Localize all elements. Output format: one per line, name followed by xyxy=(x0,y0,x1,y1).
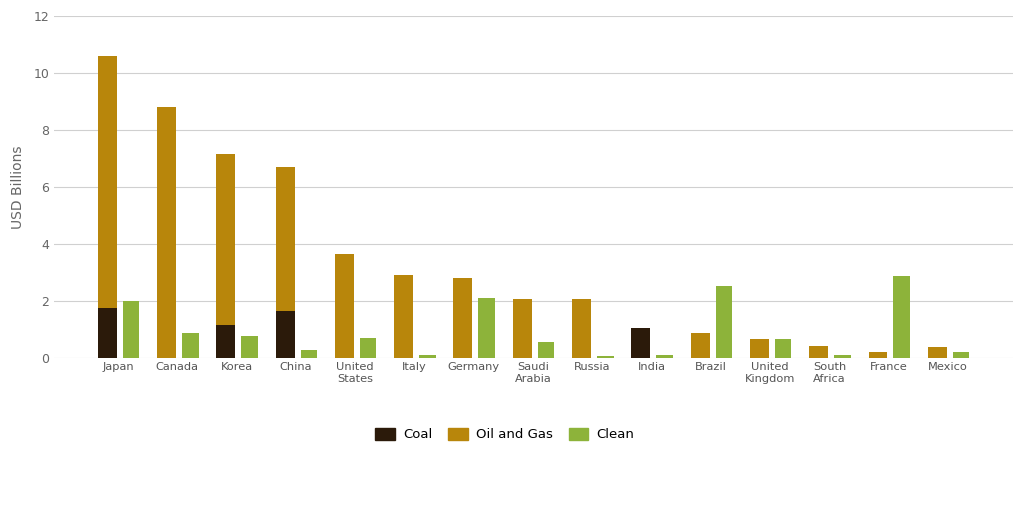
Legend: Coal, Oil and Gas, Clean: Coal, Oil and Gas, Clean xyxy=(370,423,639,447)
Bar xyxy=(572,299,591,358)
Bar xyxy=(952,353,970,358)
Bar xyxy=(300,351,317,358)
Bar xyxy=(478,298,495,358)
Bar xyxy=(216,154,236,358)
Bar xyxy=(893,277,910,358)
Bar xyxy=(775,339,792,358)
Bar xyxy=(632,327,650,358)
Bar xyxy=(750,339,769,358)
Bar xyxy=(359,338,377,358)
Bar xyxy=(275,310,295,358)
Bar xyxy=(394,275,413,358)
Bar xyxy=(656,355,673,358)
Bar xyxy=(216,325,236,358)
Bar xyxy=(835,355,851,358)
Bar xyxy=(597,356,613,358)
Bar xyxy=(538,342,554,358)
Bar xyxy=(809,346,828,358)
Bar xyxy=(454,278,472,358)
Bar xyxy=(335,254,354,358)
Bar xyxy=(928,347,947,358)
Bar xyxy=(242,336,258,358)
Y-axis label: USD Billions: USD Billions xyxy=(11,145,26,229)
Bar xyxy=(275,167,295,358)
Bar xyxy=(97,56,117,358)
Bar xyxy=(157,107,176,358)
Bar xyxy=(123,301,139,358)
Bar xyxy=(513,299,531,358)
Bar xyxy=(97,308,117,358)
Bar xyxy=(182,334,199,358)
Bar xyxy=(419,355,435,358)
Bar xyxy=(716,286,732,358)
Bar xyxy=(868,352,888,358)
Bar xyxy=(690,334,710,358)
